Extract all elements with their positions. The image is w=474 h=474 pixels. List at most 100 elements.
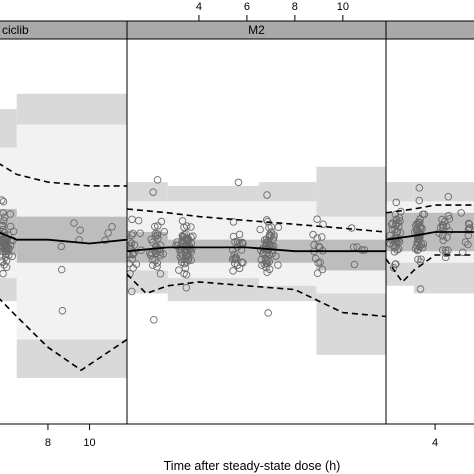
obs-point <box>151 222 159 231</box>
obs-point <box>151 233 159 241</box>
obs-point <box>235 264 244 273</box>
band-hi-0 <box>127 182 168 202</box>
obs-point <box>465 220 474 228</box>
obs-point <box>173 238 181 246</box>
obs-point <box>150 316 158 324</box>
band-lo-1 <box>413 262 474 294</box>
obs-point <box>128 231 136 239</box>
obs-point <box>175 266 183 274</box>
obs-point <box>0 213 9 222</box>
panel-ribociclib: ciclib <box>0 20 128 425</box>
obs-point <box>311 254 320 263</box>
obs-point <box>151 230 160 238</box>
obs-point <box>411 245 420 253</box>
obs-point <box>187 223 195 231</box>
observations-M1 <box>386 184 474 293</box>
obs-point <box>182 283 191 292</box>
obs-point <box>182 252 191 261</box>
obs-point <box>391 225 399 234</box>
obs-point <box>0 245 4 253</box>
obs-point <box>464 219 473 228</box>
obs-point <box>263 268 271 276</box>
obs-point <box>395 245 403 253</box>
obs-point <box>149 188 157 196</box>
obs-point <box>0 221 7 230</box>
obs-point <box>416 285 425 293</box>
panel-frame-M1 <box>385 38 474 425</box>
obs-point <box>57 242 66 251</box>
axes-layer: 8 10 4 6 8 10 4 <box>45 1 438 449</box>
band-hi-1 <box>413 182 474 202</box>
x-tick-label: 10 <box>337 1 349 13</box>
obs-point <box>76 226 84 234</box>
band-lo-1 <box>16 339 127 378</box>
band-hi-2 <box>258 182 317 202</box>
obs-point <box>230 254 238 263</box>
obs-point <box>444 211 453 220</box>
obs-point <box>419 210 427 219</box>
obs-point <box>415 184 424 192</box>
panel-M1 <box>385 20 474 425</box>
x-tick-label: 4 <box>432 437 438 449</box>
obs-point <box>274 261 282 269</box>
obs-point <box>154 222 162 230</box>
obs-point <box>0 197 8 206</box>
obs-point <box>392 215 401 224</box>
obs-point <box>264 309 272 317</box>
obs-point <box>0 217 8 225</box>
obs-point <box>229 218 238 226</box>
obs-point <box>0 232 2 239</box>
obs-point <box>132 260 141 268</box>
x-tick-label: 10 <box>83 437 95 449</box>
obs-point <box>318 233 326 241</box>
obs-point <box>350 260 359 269</box>
x-tick-label: 8 <box>45 437 51 449</box>
observations-ribociclib <box>0 196 116 315</box>
obs-point <box>263 216 271 224</box>
band-hi-3 <box>316 166 386 217</box>
obs-point <box>270 231 278 239</box>
obs-point <box>392 227 401 236</box>
obs-point <box>414 255 422 264</box>
obs-p95-line <box>127 208 386 233</box>
obs-point <box>391 260 400 268</box>
band-hi-1 <box>167 185 259 202</box>
obs-point <box>148 249 156 257</box>
obs-point <box>184 234 192 243</box>
band-hi-0 <box>0 109 17 148</box>
strip-label-ribociclib: ciclib <box>2 23 29 37</box>
obs-point <box>392 236 400 244</box>
obs-point <box>179 232 188 241</box>
obs-point <box>153 231 162 240</box>
obs-point <box>392 219 400 228</box>
obs-median-line <box>127 246 386 253</box>
obs-point <box>127 230 131 238</box>
obs-point <box>313 269 322 278</box>
obs-point <box>149 261 157 270</box>
obs-median-line <box>386 231 474 241</box>
obs-point <box>0 257 6 265</box>
obs-point <box>136 229 144 238</box>
obs-point <box>153 176 162 184</box>
obs-point <box>57 265 66 274</box>
obs-point <box>182 258 191 267</box>
obs-point <box>235 239 244 247</box>
x-tick-label: 4 <box>196 1 202 13</box>
obs-point <box>9 227 18 236</box>
obs-point <box>319 220 327 228</box>
obs-point <box>234 238 242 246</box>
obs-point <box>442 253 450 262</box>
obs-point <box>6 210 15 218</box>
obs-point <box>2 256 11 265</box>
obs-point <box>235 230 244 239</box>
obs-point <box>0 260 8 269</box>
obs-point <box>313 215 321 223</box>
obs-point <box>418 243 427 252</box>
obs-point <box>391 210 400 219</box>
obs-point <box>0 244 6 252</box>
obs-point <box>229 267 237 275</box>
obs-point <box>4 247 12 255</box>
panel-M2: M2 <box>126 20 387 425</box>
obs-point <box>265 257 274 266</box>
obs-point <box>58 306 67 315</box>
